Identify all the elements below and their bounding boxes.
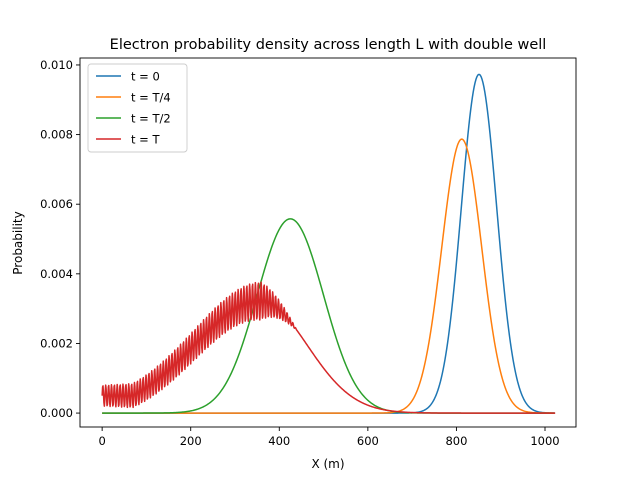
y-tick-label: 0.004 (40, 267, 73, 281)
series-line-4 (101, 281, 556, 414)
plot-frame (79, 57, 577, 428)
y-tick-label: 0.000 (40, 406, 73, 420)
y-axis-label: Probability (11, 211, 25, 274)
x-tick-label: 400 (268, 434, 290, 448)
x-tick-label: 600 (357, 434, 379, 448)
legend-box (87, 63, 188, 153)
x-tick-label: 200 (180, 434, 202, 448)
y-tick-label: 0.008 (40, 128, 73, 142)
y-axis: 0.000 0.002 0.004 0.006 0.008 0.010 (40, 58, 80, 420)
series-layer (101, 73, 556, 414)
chart-title: Electron probability density across leng… (110, 37, 547, 53)
y-tick-label: 0.006 (40, 197, 73, 211)
legend-label-3: t = T/2 (131, 112, 171, 126)
legend-label-1: t = 0 (131, 70, 160, 84)
x-tick-label: 0 (98, 434, 105, 448)
y-tick-label: 0.002 (40, 336, 73, 350)
legend-label-2: t = T/4 (131, 91, 171, 105)
legend: t = 0 t = T/4 t = T/2 t = T (87, 63, 188, 153)
x-tick-label: 800 (445, 434, 467, 448)
x-axis-label: X (m) (311, 457, 344, 471)
legend-label-4: t = T (131, 133, 160, 147)
x-tick-label: 1000 (530, 434, 559, 448)
plot-area (79, 57, 577, 428)
y-tick-label: 0.010 (40, 58, 73, 72)
x-axis: 0 200 400 600 800 1000 (98, 427, 560, 448)
